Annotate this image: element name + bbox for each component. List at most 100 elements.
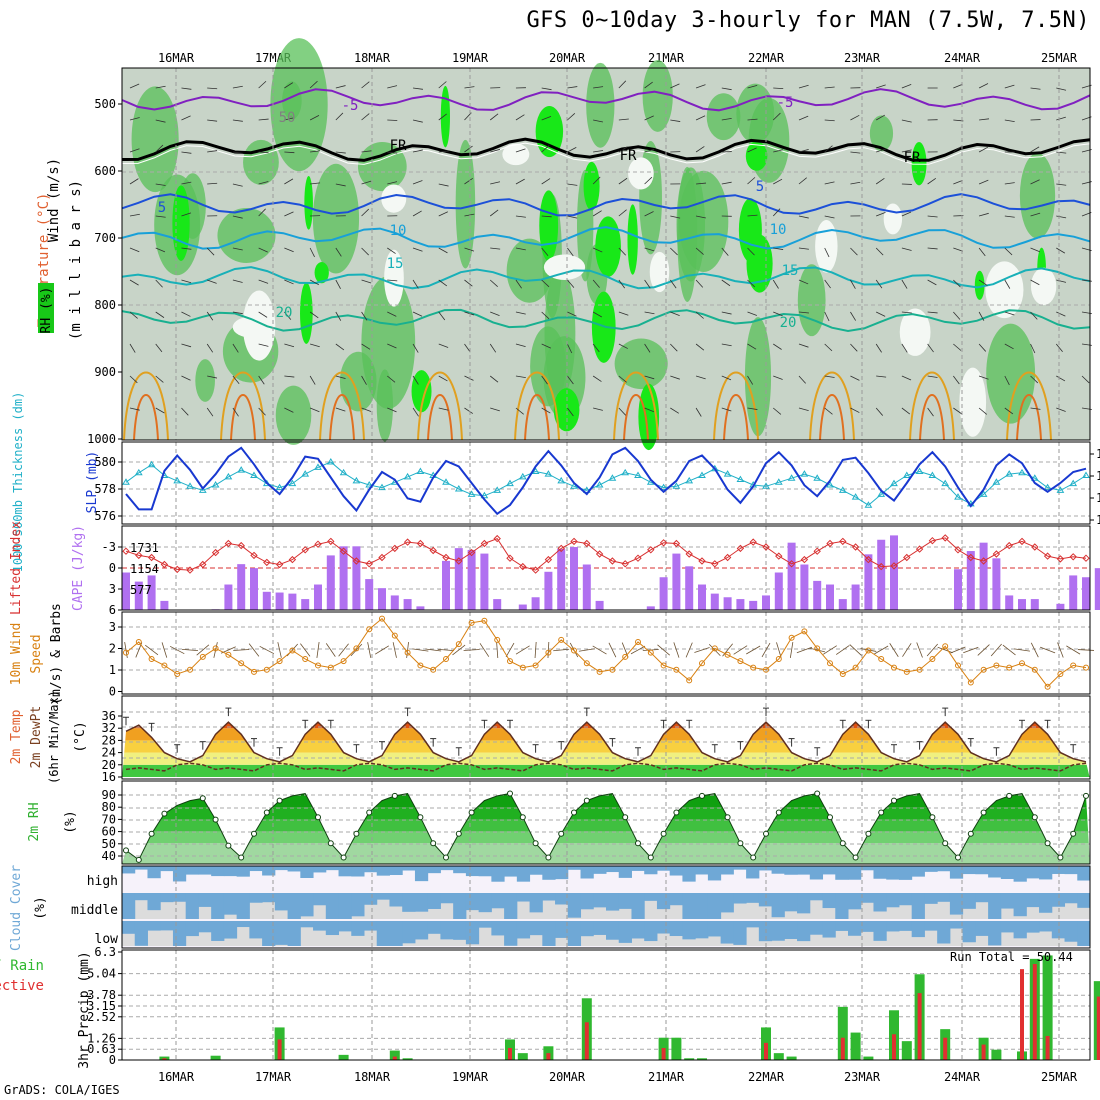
wind-barb xyxy=(1030,375,1039,384)
thickness-point xyxy=(493,486,502,493)
cloud-cover-bar xyxy=(122,893,136,919)
cloud-cover-bar xyxy=(1013,893,1027,917)
wind-barb xyxy=(824,375,835,378)
wind-speed-point xyxy=(596,668,603,675)
rh-point xyxy=(571,809,577,816)
wind-barb xyxy=(670,407,679,414)
wind-barb xyxy=(773,247,784,250)
cape-bar xyxy=(1094,568,1100,610)
cape-bar xyxy=(493,599,502,610)
wind-barb xyxy=(567,343,573,354)
cape-bar xyxy=(1069,575,1078,610)
wind-barb xyxy=(412,247,423,252)
date-label-bottom: 16MAR xyxy=(158,1070,195,1084)
cloud-cover-bar xyxy=(937,866,951,872)
wind-speed-point xyxy=(993,662,1000,669)
thickness-point xyxy=(557,476,566,484)
rh-tick: 40 xyxy=(102,849,116,863)
wind-barb xyxy=(515,343,526,348)
rh-point xyxy=(276,797,283,804)
thickness-point xyxy=(224,472,233,480)
wind-speed-point xyxy=(481,617,488,624)
thickness-point xyxy=(1056,486,1065,493)
cape-bar xyxy=(1056,603,1065,610)
date-label-top: 19MAR xyxy=(452,51,489,65)
cloud-cover-bar xyxy=(911,921,925,938)
rh-contour-zone xyxy=(282,81,302,120)
wind-barb xyxy=(258,279,269,284)
wind-speed-point xyxy=(289,647,296,654)
wind-barb xyxy=(181,151,192,154)
rh-point xyxy=(647,854,654,861)
wind-barb xyxy=(490,407,500,412)
rh-contour-zone xyxy=(744,317,772,437)
cloud-cover-bar xyxy=(707,893,722,919)
date-label-top: 25MAR xyxy=(1041,51,1078,65)
li-point xyxy=(186,566,194,574)
isotherm-25 xyxy=(713,371,759,441)
cape-bar xyxy=(262,591,271,610)
wind-speed-point xyxy=(417,662,424,669)
surface-wind-barb xyxy=(657,644,670,656)
isotherm-30 xyxy=(133,394,159,441)
cloud-cover-bar xyxy=(211,921,225,941)
rh-point xyxy=(1031,814,1038,821)
wind-barb xyxy=(953,179,963,185)
cloud-cover-bar xyxy=(414,893,429,912)
wind-barb xyxy=(232,215,243,219)
cape-bar xyxy=(416,606,425,610)
surface-wind-barb xyxy=(1014,648,1030,652)
precip-total-bar xyxy=(837,1006,848,1060)
rh-tick: 80 xyxy=(102,800,116,814)
wind-barb xyxy=(438,211,448,217)
wind-barb xyxy=(412,375,419,385)
wind-barb xyxy=(258,208,266,217)
surface-wind-barb xyxy=(1057,642,1064,658)
wind-barb xyxy=(541,343,551,349)
wind-speed-point xyxy=(673,666,680,673)
wind-speed-point xyxy=(225,651,232,658)
cloud-cover-bar xyxy=(860,921,874,932)
wind-barb xyxy=(850,311,856,321)
wind-barb xyxy=(361,311,368,321)
temp-tick: 32 xyxy=(102,721,116,735)
thickness-point xyxy=(1069,479,1078,487)
cloud-cover-bar xyxy=(478,866,492,877)
isotherm-25 xyxy=(909,371,955,441)
wind-speed-point xyxy=(443,656,449,663)
wind-barb xyxy=(721,407,732,412)
precip-total-bar xyxy=(786,1056,797,1060)
wind-barb xyxy=(361,113,370,121)
cloud-cover-bar xyxy=(516,866,531,882)
li-point xyxy=(339,547,348,555)
wind-barb xyxy=(335,407,346,412)
li-point xyxy=(301,546,309,554)
precip-total-label: Total / Rain xyxy=(0,958,44,974)
temp-series xyxy=(125,721,1087,763)
cloud-cover-bar xyxy=(1077,866,1091,881)
surface-wind-barb xyxy=(630,645,646,655)
li-point xyxy=(378,553,386,562)
wind-speed-point xyxy=(788,634,795,641)
rh-contour-zone xyxy=(217,208,276,263)
wind-barb xyxy=(232,311,243,315)
rh-point xyxy=(123,847,129,854)
precip-tick: 1.26 xyxy=(87,1031,116,1045)
cape-bar xyxy=(813,580,822,610)
li-point xyxy=(787,560,796,568)
li-point xyxy=(327,537,335,546)
cloud-cover-bar xyxy=(567,893,582,918)
wind-barb xyxy=(1004,182,1015,185)
cloud-cover-bar xyxy=(873,921,887,941)
precip-tick: 0 xyxy=(109,1053,116,1067)
rh-point xyxy=(827,814,833,821)
precip-total-bar xyxy=(773,1053,784,1060)
li-point xyxy=(711,560,719,568)
wind-barb xyxy=(284,211,294,217)
li-point xyxy=(877,562,885,571)
cape-bar xyxy=(774,572,783,610)
surface-wind-barb xyxy=(248,643,260,657)
wind-barb xyxy=(592,375,602,382)
cape-bar xyxy=(595,600,604,610)
pressure-tick: 700 xyxy=(94,231,116,245)
